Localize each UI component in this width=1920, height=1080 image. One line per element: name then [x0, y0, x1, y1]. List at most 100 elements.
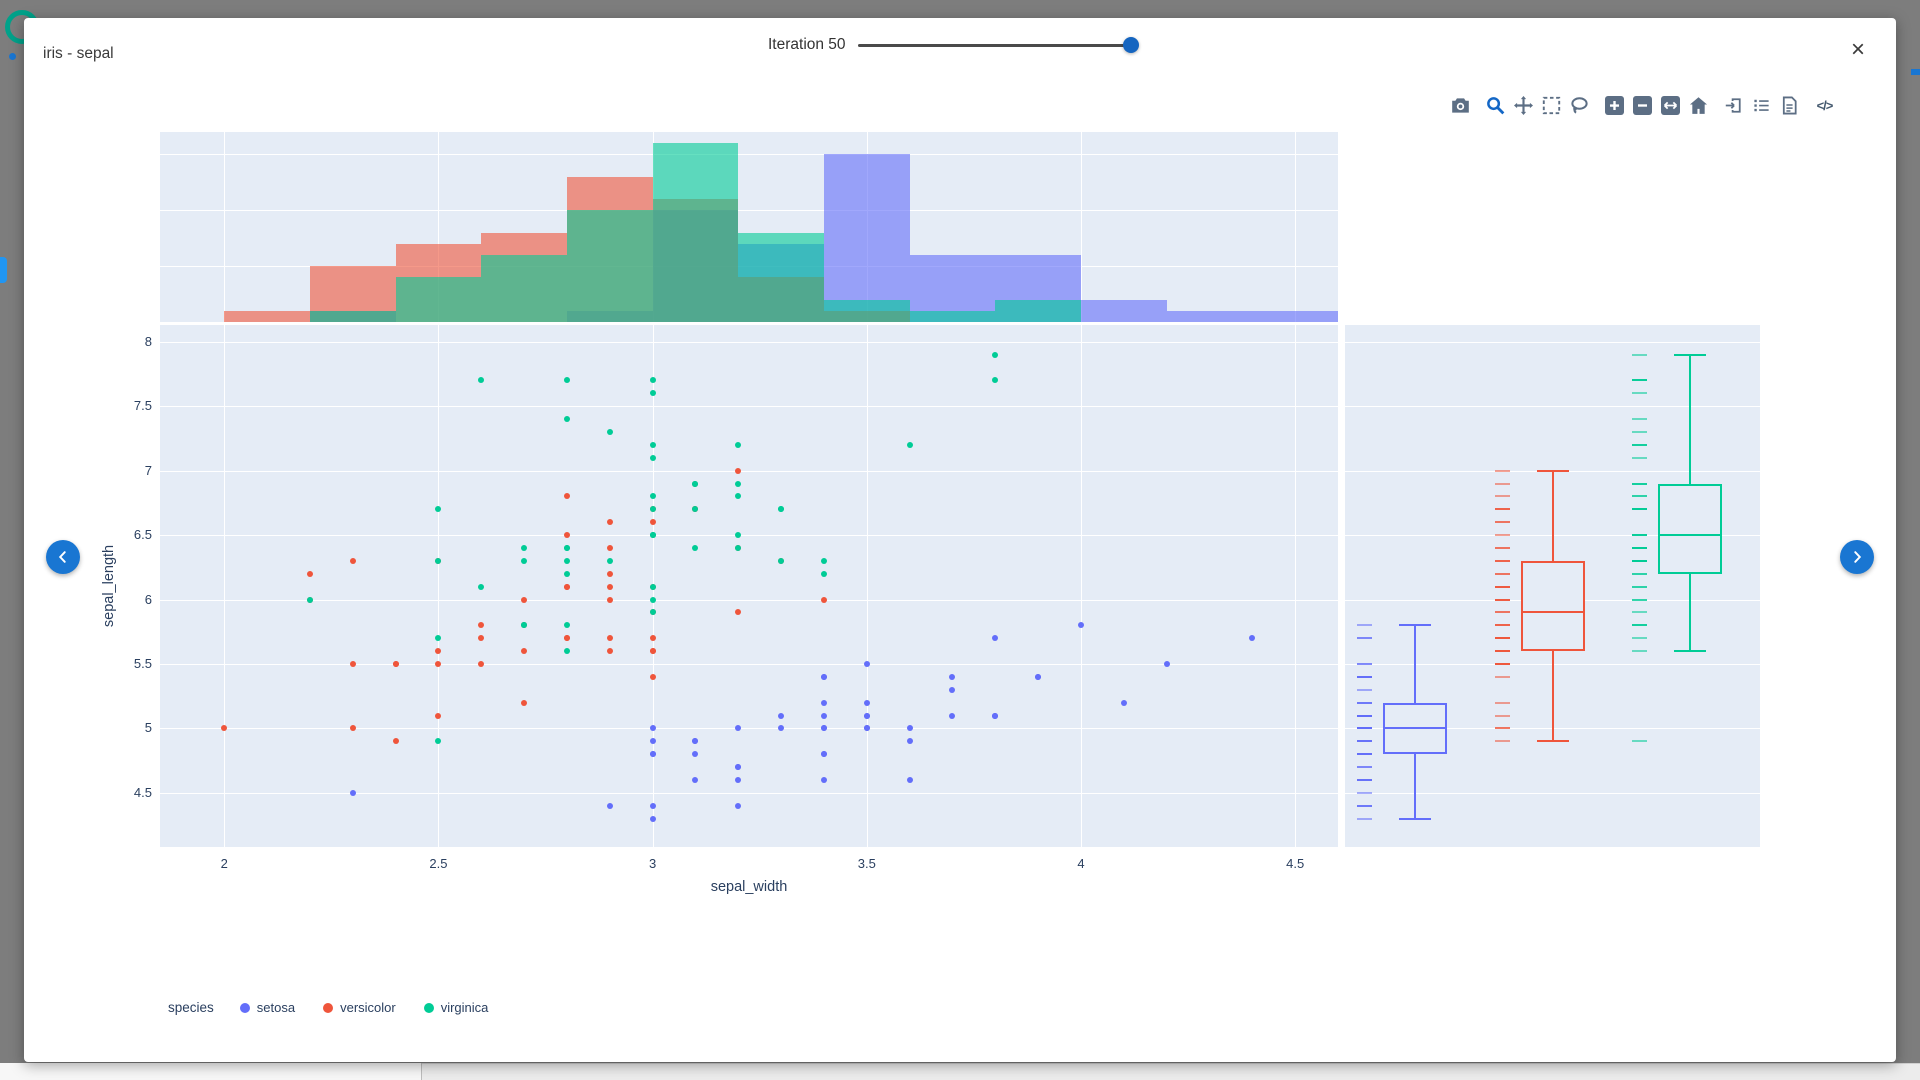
scatter-point — [863, 712, 870, 719]
iteration-slider[interactable] — [857, 35, 1139, 55]
scatter-point — [735, 480, 742, 487]
rug-dash — [1494, 572, 1510, 575]
scatter-point — [649, 441, 656, 448]
scatter-point — [735, 802, 742, 809]
legend-label: versicolor — [340, 1000, 396, 1015]
scatter-point — [435, 660, 442, 667]
box-whisker — [1551, 470, 1554, 561]
list-view-icon[interactable] — [1752, 96, 1771, 115]
scatter-point — [521, 596, 528, 603]
rug-dash — [1356, 766, 1372, 769]
autoscale-icon[interactable] — [1661, 96, 1680, 115]
legend-item-versicolor[interactable]: versicolor — [323, 1000, 396, 1015]
scatter-point — [392, 660, 399, 667]
box-whisker — [1689, 573, 1692, 652]
scatter-point — [1163, 660, 1170, 667]
gridline — [438, 325, 440, 847]
data-report-icon[interactable] — [1780, 96, 1799, 115]
gridline — [160, 535, 1338, 537]
rug-dash — [1494, 727, 1510, 730]
rug-dash — [1632, 443, 1648, 446]
code-view-icon[interactable]: </> — [1816, 98, 1834, 113]
marginal-boxplot-area[interactable] — [1345, 325, 1760, 847]
rug-dash — [1494, 546, 1510, 549]
legend-item-setosa[interactable]: setosa — [239, 1000, 295, 1015]
gridline — [438, 132, 440, 322]
y-tick-label: 5.5 — [133, 655, 152, 671]
pan-icon[interactable] — [1514, 96, 1533, 115]
legend-item-virginica[interactable]: virginica — [423, 1000, 488, 1015]
scatter-point — [820, 699, 827, 706]
scatter-point — [435, 712, 442, 719]
scatter-point — [949, 673, 956, 680]
scatter-point — [735, 467, 742, 474]
gridline — [160, 210, 1338, 212]
scatter-point — [649, 609, 656, 616]
gridline — [160, 406, 1338, 408]
scatter-point — [692, 506, 699, 513]
gridline — [1345, 792, 1760, 794]
scatter-point — [478, 622, 485, 629]
iteration-control: Iteration 50 — [768, 35, 1139, 55]
slider-handle[interactable] — [1122, 37, 1139, 53]
rug-dash — [1632, 585, 1648, 588]
x-tick-label: 2.5 — [429, 856, 448, 871]
scatter-point — [606, 570, 613, 577]
scatter-plot-area[interactable] — [160, 325, 1338, 847]
scatter-point — [649, 377, 656, 384]
rug-dash — [1632, 482, 1648, 485]
rug-dash — [1356, 804, 1372, 807]
scatter-point — [735, 764, 742, 771]
download-plot-icon[interactable] — [1451, 96, 1470, 115]
scatter-point — [649, 532, 656, 539]
rug-dash — [1632, 379, 1648, 382]
rug-dash — [1494, 521, 1510, 524]
scatter-point — [692, 751, 699, 758]
scatter-point — [649, 583, 656, 590]
scatter-point — [606, 596, 613, 603]
scatter-point — [606, 583, 613, 590]
rug-dash — [1632, 534, 1648, 537]
y-tick-label: 7.5 — [133, 398, 152, 414]
slider-track[interactable] — [857, 44, 1138, 47]
scatter-point — [820, 725, 827, 732]
scatter-point — [349, 725, 356, 732]
scatter-point — [649, 725, 656, 732]
previous-chart-button[interactable] — [46, 540, 80, 574]
scatter-point — [521, 622, 528, 629]
rug-dash — [1632, 611, 1648, 614]
reset-axes-home-icon[interactable] — [1689, 96, 1708, 115]
box-whisker-cap — [1674, 650, 1707, 653]
box-median — [1658, 534, 1723, 537]
zoom-out-icon[interactable] — [1633, 96, 1652, 115]
histogram-bar — [481, 254, 567, 322]
plotly-modebar: </> — [1451, 96, 1834, 115]
scatter-point — [478, 660, 485, 667]
rug-dash — [1494, 559, 1510, 562]
scatter-point — [563, 544, 570, 551]
next-chart-button[interactable] — [1840, 540, 1874, 574]
y-tick-label: 8 — [144, 333, 152, 349]
background-bottom-bar — [0, 1063, 1920, 1080]
rug-dash — [1632, 546, 1648, 549]
scatter-point — [649, 390, 656, 397]
scatter-point — [735, 441, 742, 448]
scatter-point — [478, 583, 485, 590]
scatter-point — [649, 648, 656, 655]
scatter-point — [521, 648, 528, 655]
scatter-point — [649, 519, 656, 526]
box-select-icon[interactable] — [1542, 96, 1561, 115]
scatter-point — [1120, 699, 1127, 706]
zoom-in-icon[interactable] — [1605, 96, 1624, 115]
marginal-histogram-area[interactable] — [160, 132, 1338, 322]
scatter-point — [392, 738, 399, 745]
panel-toggle-icon[interactable] — [1724, 96, 1743, 115]
lasso-select-icon[interactable] — [1570, 96, 1589, 115]
y-tick-label: 4.5 — [133, 784, 152, 800]
close-button[interactable]: × — [1842, 34, 1874, 66]
box-median — [1520, 611, 1585, 614]
rug-dash — [1494, 714, 1510, 717]
zoom-icon[interactable] — [1486, 96, 1505, 115]
y-tick-label: 6 — [144, 591, 152, 607]
gridline — [224, 132, 226, 322]
